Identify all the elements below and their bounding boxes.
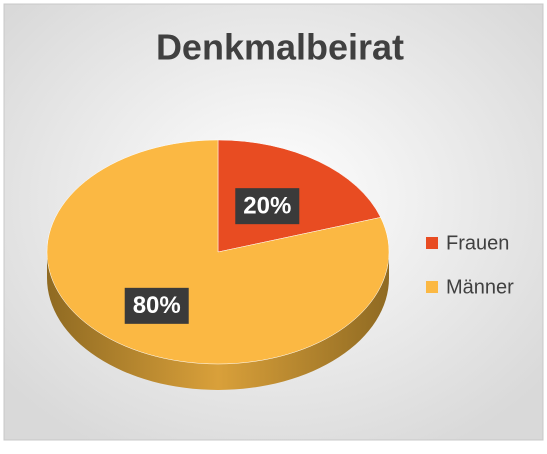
legend-label: Frauen [446,232,509,254]
legend-label: Männer [446,276,514,298]
data-label-box [124,287,189,324]
chart-title: Denkmalbeirat [156,27,404,68]
pie-side [47,252,389,390]
legend-swatch [426,237,438,249]
legend-swatch [426,281,438,293]
data-label: 80% [133,292,181,319]
data-label: 20% [243,193,291,220]
data-label-box [235,188,300,225]
